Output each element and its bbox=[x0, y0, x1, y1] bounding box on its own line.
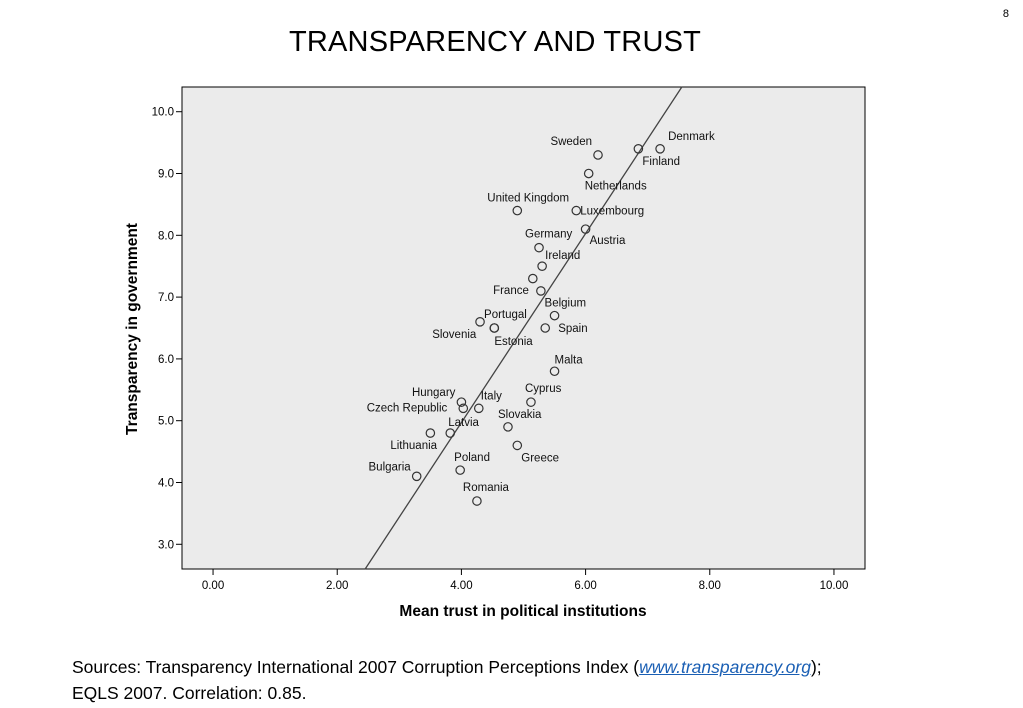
point-label: Czech Republic bbox=[367, 402, 448, 414]
point-label: Belgium bbox=[545, 298, 587, 310]
y-tick-label: 10.0 bbox=[152, 107, 174, 119]
point-label: Denmark bbox=[668, 131, 715, 143]
data-points bbox=[411, 143, 665, 506]
point-label: Greece bbox=[521, 452, 559, 464]
x-tick-label: 0.00 bbox=[202, 580, 224, 592]
data-point bbox=[534, 242, 544, 253]
data-point bbox=[540, 323, 551, 333]
y-tick-label: 6.0 bbox=[158, 354, 174, 366]
y-axis: 3.0 4.0 5.0 6.0 7.0 8.0 9.0 10.0 bbox=[152, 107, 182, 551]
transparency-link[interactable]: www.transparency.org bbox=[639, 657, 811, 677]
point-label: Poland bbox=[454, 452, 490, 464]
footnote-prefix: Sources: Transparency International 2007… bbox=[72, 657, 640, 677]
footnote-line2: EQLS 2007. Correlation: 0.85. bbox=[72, 683, 307, 703]
data-point bbox=[512, 205, 523, 216]
y-tick-label: 5.0 bbox=[158, 416, 174, 428]
point-label: Luxembourg bbox=[580, 206, 644, 218]
y-axis-title: Transparency in government bbox=[124, 223, 141, 435]
data-point bbox=[571, 205, 582, 216]
point-label: Austria bbox=[590, 235, 626, 247]
data-point bbox=[537, 261, 547, 272]
data-point bbox=[593, 150, 603, 160]
data-point bbox=[473, 403, 484, 414]
point-label: France bbox=[493, 285, 529, 297]
fit-line bbox=[364, 86, 683, 570]
point-label: Finland bbox=[642, 156, 680, 168]
y-tick-label: 9.0 bbox=[158, 169, 174, 181]
x-axis-title: Mean trust in political institutions bbox=[399, 603, 646, 620]
x-tick-label: 6.00 bbox=[574, 580, 596, 592]
point-label: Slovakia bbox=[498, 409, 542, 421]
y-tick-label: 8.0 bbox=[158, 230, 174, 242]
data-point bbox=[528, 273, 538, 284]
data-point bbox=[580, 224, 591, 234]
x-tick-label: 4.00 bbox=[450, 580, 472, 592]
point-label: Hungary bbox=[412, 387, 456, 399]
y-tick-label: 3.0 bbox=[158, 539, 174, 551]
data-point bbox=[472, 496, 482, 506]
point-label: Estonia bbox=[494, 336, 533, 348]
x-tick-label: 10.00 bbox=[820, 580, 849, 592]
point-label: Cyprus bbox=[525, 383, 562, 395]
x-axis: 0.00 2.00 4.00 6.00 8.00 10.00 bbox=[202, 569, 848, 592]
slide-number: 8 bbox=[1002, 8, 1009, 20]
point-label: Italy bbox=[481, 390, 502, 402]
data-point bbox=[583, 168, 594, 179]
data-point bbox=[455, 465, 465, 475]
point-label: Sweden bbox=[550, 136, 592, 148]
data-point bbox=[536, 286, 546, 296]
point-label: Ireland bbox=[545, 250, 580, 262]
data-point bbox=[445, 428, 456, 438]
point-label: Lithuania bbox=[390, 440, 437, 452]
x-tick-label: 2.00 bbox=[326, 580, 348, 592]
y-tick-label: 7.0 bbox=[158, 292, 174, 304]
data-point bbox=[411, 471, 422, 482]
data-point bbox=[458, 403, 469, 414]
data-point bbox=[456, 397, 467, 407]
point-label: Spain bbox=[558, 323, 587, 335]
data-point bbox=[425, 428, 436, 438]
scatter-chart: 3.0 4.0 5.0 6.0 7.0 8.0 9.0 10.0 0.00 2.00 4.00 6.… bbox=[124, 86, 866, 620]
fit-line-group bbox=[364, 86, 683, 570]
point-label: United Kingdom bbox=[487, 193, 569, 205]
point-labels: Denmark Finland Sweden Netherlands United Ki… bbox=[367, 131, 715, 494]
point-label: Bulgaria bbox=[369, 461, 412, 473]
data-point bbox=[475, 317, 485, 327]
point-label: Latvia bbox=[448, 417, 479, 429]
point-label: Portugal bbox=[484, 309, 527, 321]
data-point bbox=[512, 440, 523, 451]
x-tick-label: 8.00 bbox=[699, 580, 721, 592]
point-label: Germany bbox=[525, 229, 573, 241]
data-point bbox=[489, 323, 500, 333]
data-point bbox=[549, 310, 560, 321]
point-label: Malta bbox=[555, 354, 584, 366]
footnote: Sources: Transparency International 2007… bbox=[72, 654, 1012, 706]
point-label: Netherlands bbox=[585, 181, 647, 193]
data-point bbox=[503, 422, 513, 432]
point-label: Slovenia bbox=[432, 329, 477, 341]
footnote-suffix: ); bbox=[810, 657, 822, 677]
data-point bbox=[526, 397, 536, 407]
data-point bbox=[655, 143, 665, 154]
slide-title: TRANSPARENCY AND TRUST bbox=[288, 26, 702, 58]
y-tick-label: 4.0 bbox=[158, 477, 174, 489]
point-label: Romania bbox=[463, 482, 510, 494]
data-point bbox=[549, 366, 560, 377]
data-point bbox=[633, 143, 644, 154]
